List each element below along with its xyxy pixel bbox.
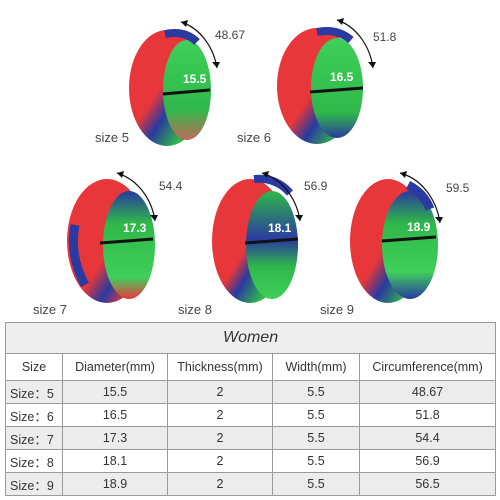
table-cell: 56.5 [358,472,497,496]
table-row: Size：7 17.3 2 5.5 54.4 [5,426,497,450]
table-cell: 51.8 [358,403,497,427]
diameter-label: 18.1 [268,221,292,235]
table-title: Women [4,322,497,354]
table-cell: 2 [167,403,273,427]
diameter-label: 17.3 [123,221,147,235]
size-label: size 9 [320,302,354,317]
table-cell: 5.5 [272,403,360,427]
ring-size-6: 16.5 51.8 size 6 [237,10,405,150]
circumference-label: 59.5 [446,181,470,195]
table-row: Size：5 15.5 2 5.5 48.67 [5,380,497,404]
ring-illustration [277,18,376,144]
table-cell: 5.5 [272,472,360,496]
table-cell: 56.9 [358,449,497,473]
diameter-label: 16.5 [330,70,354,84]
ring-size-9: 18.9 59.5 size 9 [320,165,490,317]
table-cell: 5.5 [272,426,360,450]
column-header: Circumference(mm) [358,353,497,381]
table-cell: 2 [167,380,273,404]
table-cell: 5.5 [272,380,360,404]
ring-size-7: 17.3 54.4 size 7 [33,165,195,317]
column-header: Thickness(mm) [167,353,273,381]
circumference-label: 48.67 [215,28,246,42]
table-cell: 5.5 [272,449,360,473]
table-cell: Size：6 [5,403,63,427]
circumference-label: 51.8 [373,30,397,44]
table-row: Size：8 18.1 2 5.5 56.9 [5,449,497,473]
table-cell: 2 [167,426,273,450]
table-cell: Size：9 [5,472,63,496]
table-cell: 16.5 [62,403,168,427]
table-row: Size：6 16.5 2 5.5 51.8 [5,403,497,427]
ring-size-8: 18.1 56.9 size 8 [178,165,340,317]
circumference-label: 56.9 [304,179,328,193]
size-label: size 8 [178,302,212,317]
table-cell: Size：5 [5,380,63,404]
table-cell: 18.1 [62,449,168,473]
column-header: Diameter(mm) [62,353,168,381]
table-cell: 2 [167,472,273,496]
column-header: Width(mm) [272,353,360,381]
table-header-row: Size Diameter(mm) Thickness(mm) Width(mm… [5,353,497,381]
ring-illustration [212,171,303,303]
size-label: size 5 [95,130,129,145]
ring-illustration [350,171,443,303]
ring-size-5: 15.5 48.67 size 5 [95,10,255,150]
size-label: size 6 [237,130,271,145]
table-row: Size：9 18.9 2 5.5 56.5 [5,472,497,496]
size-chart-table: Women Size Diameter(mm) Thickness(mm) Wi… [4,322,497,496]
diameter-label: 18.9 [407,220,431,234]
table-cell: 2 [167,449,273,473]
table-cell: 18.9 [62,472,168,496]
table-cell: 54.4 [358,426,497,450]
column-header: Size [5,353,63,381]
size-label: size 7 [33,302,67,317]
ring-illustration [67,171,158,303]
table-cell: 17.3 [62,426,168,450]
circumference-label: 54.4 [159,179,183,193]
table-cell: 48.67 [358,380,497,404]
table-cell: Size：7 [5,426,63,450]
table-cell: 15.5 [62,380,168,404]
diameter-label: 15.5 [183,72,207,86]
table-cell: Size：8 [5,449,63,473]
ring-illustration [129,20,220,146]
